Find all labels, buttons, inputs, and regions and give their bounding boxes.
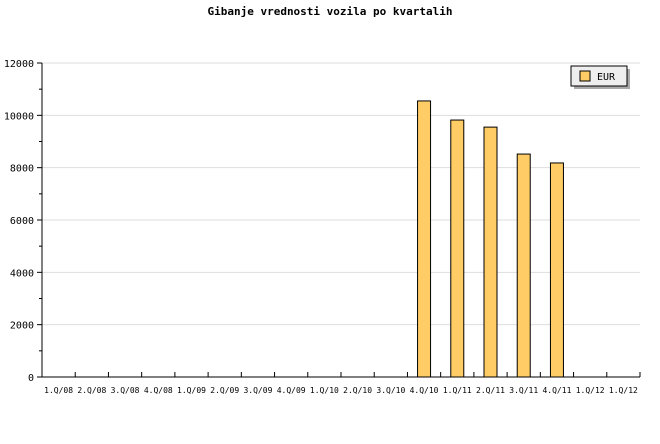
y-tick-label: 6000 bbox=[10, 216, 34, 227]
x-tick-label: 4.Q/08 bbox=[144, 386, 173, 395]
x-tick-label: 1.Q/11 bbox=[443, 386, 472, 395]
bar bbox=[483, 126, 498, 378]
y-tick-label: 0 bbox=[28, 373, 34, 384]
x-tick-label: 3.Q/10 bbox=[376, 386, 405, 395]
y-tick-label: 12000 bbox=[4, 59, 34, 70]
x-tick-label: 1.Q/10 bbox=[310, 386, 339, 395]
x-tick-label: 1.Q/12 bbox=[576, 386, 605, 395]
y-tick-label: 2000 bbox=[10, 321, 34, 332]
x-tick-label: 3.Q/11 bbox=[509, 386, 538, 395]
x-tick-label: 2.Q/10 bbox=[343, 386, 372, 395]
x-tick-label: 4.Q/11 bbox=[542, 386, 571, 395]
x-tick-label: 1.Q/09 bbox=[177, 386, 206, 395]
x-tick-label: 1.Q/12 bbox=[609, 386, 638, 395]
bar bbox=[417, 100, 432, 378]
x-tick-label: 2.Q/08 bbox=[77, 386, 106, 395]
x-tick-label: 2.Q/11 bbox=[476, 386, 505, 395]
y-tick-label: 4000 bbox=[10, 268, 34, 279]
legend-swatch bbox=[579, 70, 591, 82]
y-tick-label: 8000 bbox=[10, 164, 34, 175]
chart-title: Gibanje vrednosti vozila po kvartalih bbox=[207, 5, 452, 18]
x-tick-label: 2.Q/09 bbox=[210, 386, 239, 395]
legend: EUR bbox=[570, 65, 630, 89]
bar bbox=[549, 162, 564, 378]
legend-label: EUR bbox=[597, 72, 616, 83]
x-tick-label: 3.Q/09 bbox=[243, 386, 272, 395]
x-tick-label: 1.Q/08 bbox=[44, 386, 73, 395]
x-tick-label: 4.Q/10 bbox=[410, 386, 439, 395]
x-tick-label: 4.Q/09 bbox=[277, 386, 306, 395]
x-tick-label: 3.Q/08 bbox=[111, 386, 140, 395]
bar bbox=[516, 153, 531, 378]
y-tick-label: 10000 bbox=[4, 111, 34, 122]
bar bbox=[450, 119, 465, 378]
